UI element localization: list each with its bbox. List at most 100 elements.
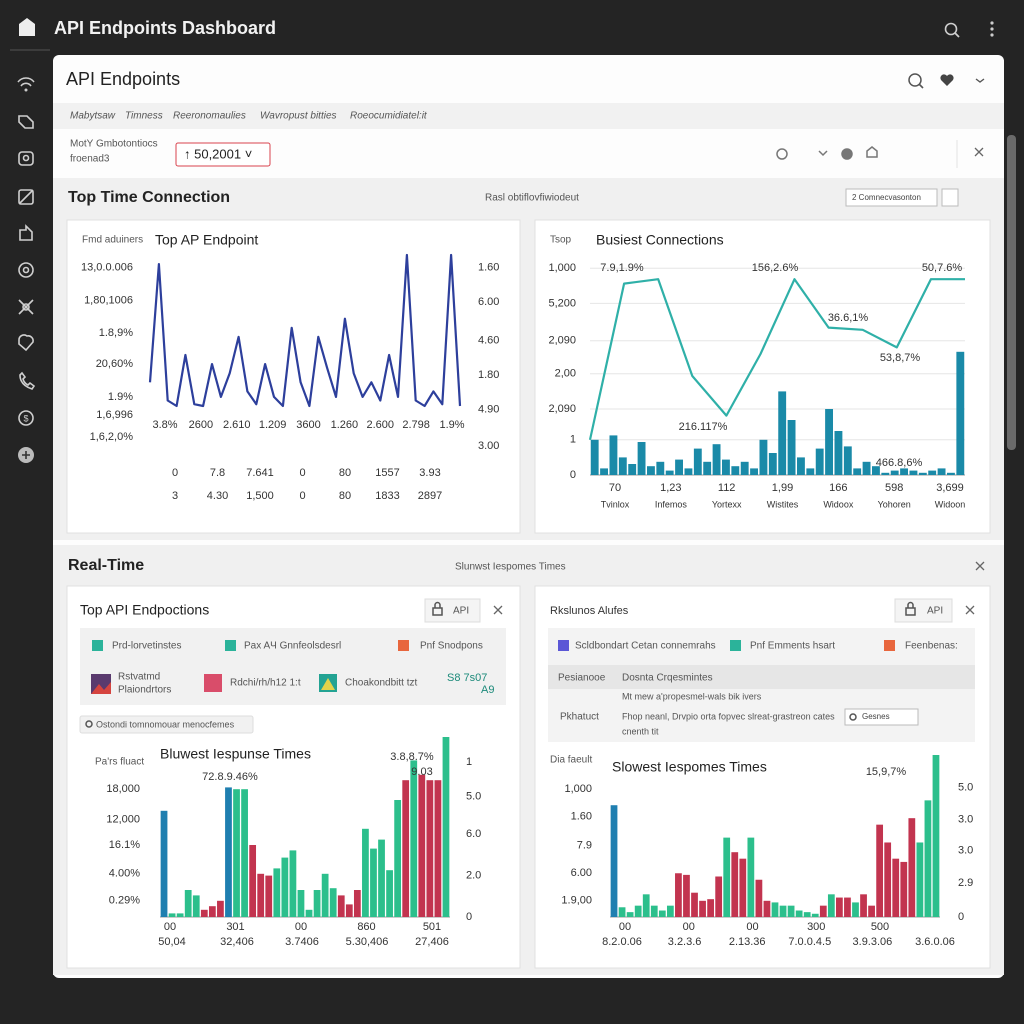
item-label: Rstvatmd — [118, 672, 160, 683]
x-tick-label: Infemos — [655, 499, 688, 509]
bar — [184, 890, 192, 917]
close-button[interactable] — [974, 147, 984, 157]
bar — [402, 780, 410, 917]
menu-button[interactable] — [990, 21, 994, 37]
card-button[interactable] — [424, 598, 481, 623]
legend-label: Pax AЧ Gnnfeolsdesrl — [244, 641, 341, 652]
card-button[interactable] — [894, 598, 953, 623]
filter-select[interactable] — [175, 142, 271, 167]
bar — [176, 913, 184, 917]
svg-text:$: $ — [23, 413, 28, 423]
nav-icon[interactable] — [18, 334, 34, 352]
x-tick-label: 0 — [299, 467, 305, 479]
x-tick-label: Tvinlox — [601, 499, 630, 509]
close-button[interactable] — [493, 605, 503, 615]
axis-caption: Tsop — [550, 235, 572, 246]
x-tick-label: 3.93 — [419, 467, 440, 479]
bar — [795, 910, 803, 917]
x-tick-label: 1.209 — [259, 419, 287, 431]
bar — [768, 453, 777, 475]
x-tick-label: Yortexx — [712, 499, 742, 509]
annotation: 3.8,8.7% — [390, 751, 434, 763]
section-subtitle: Rasl obtiflovfiwiodeut — [485, 193, 579, 204]
favorite-button[interactable] — [940, 74, 954, 86]
legend-label: Pnf Emments hsart — [750, 641, 835, 652]
annotation: 72.8.9.46% — [202, 771, 258, 783]
collapse-button[interactable] — [975, 78, 985, 83]
axis-caption: Fmd aduiners — [82, 235, 143, 246]
nav-icon[interactable] — [18, 299, 34, 315]
scrollbar[interactable] — [1007, 135, 1016, 450]
tab[interactable]: Mabytsaw — [70, 111, 116, 122]
bar — [386, 870, 393, 917]
bar — [956, 351, 965, 475]
tab[interactable]: Wavropust bitties — [260, 111, 337, 122]
bar — [590, 439, 599, 475]
nav-icon[interactable]: $ — [18, 410, 34, 426]
card-title: Top API Endpoctions — [80, 602, 209, 618]
nav-icon[interactable] — [18, 151, 34, 166]
nav-icon[interactable] — [18, 447, 34, 463]
nav-icon[interactable] — [18, 189, 34, 205]
filter-value: ↑ 50,2001 ˅ — [184, 146, 252, 161]
y-tick-label: 3.00 — [478, 440, 499, 452]
x-tick-label: 2600 — [189, 419, 213, 431]
card-button-label: API — [927, 606, 943, 617]
nav-icon[interactable] — [17, 77, 35, 92]
bar — [610, 805, 618, 917]
x-tick-label: 00 — [295, 921, 307, 933]
nav-icon[interactable] — [18, 262, 34, 278]
x-tick-label: 00 — [683, 921, 695, 933]
tab[interactable]: Roeocumidiatel:it — [350, 111, 428, 122]
bar — [937, 468, 946, 475]
bar — [844, 897, 851, 917]
bar — [928, 470, 937, 475]
filter-label: MotY Gmbotontiocs — [70, 139, 158, 150]
nav-icon[interactable] — [18, 115, 34, 129]
tab[interactable]: Timness — [125, 111, 163, 122]
bar — [836, 897, 843, 917]
bar — [947, 472, 955, 475]
bar — [225, 787, 232, 917]
bar — [249, 845, 257, 917]
thumbnail-art — [91, 682, 111, 694]
annotation: 9.03 — [411, 766, 432, 778]
tab[interactable]: Reeronomaulies — [173, 111, 246, 122]
bar — [747, 837, 755, 917]
bar — [703, 461, 712, 475]
filter-icons[interactable] — [776, 146, 878, 160]
bar — [675, 459, 683, 475]
search-button[interactable] — [944, 22, 960, 38]
bar — [862, 461, 871, 475]
row-button[interactable] — [844, 708, 919, 726]
bar — [918, 472, 927, 475]
y-tick-label: 1.8,9% — [99, 327, 133, 339]
close-button[interactable] — [965, 605, 975, 615]
nav-icon[interactable] — [19, 371, 36, 390]
y-tick-label: 1 — [570, 434, 576, 446]
close-button[interactable] — [975, 561, 985, 571]
bar — [715, 876, 723, 917]
range-select[interactable] — [845, 188, 938, 207]
x-tick-label: 1,500 — [246, 490, 274, 502]
nav-icon[interactable] — [19, 224, 33, 241]
bar — [834, 431, 843, 475]
bar — [815, 448, 824, 475]
bar — [637, 442, 646, 475]
bar — [779, 905, 787, 917]
filter-label: froenad3 — [70, 154, 110, 165]
bar — [778, 391, 787, 475]
bar — [924, 800, 932, 917]
panel-search[interactable] — [908, 73, 924, 89]
x-tick-label: 8.2.0.06 — [602, 936, 642, 948]
legend-label: Feenbenas: — [905, 641, 958, 652]
y-tick-label: 1 — [466, 756, 472, 768]
range-toggle[interactable] — [941, 188, 959, 207]
y-tick-label: 12,000 — [106, 814, 140, 826]
x-tick-label: 301 — [226, 921, 244, 933]
annotation: 7.9,1.9% — [600, 262, 644, 274]
x-tick-label: 4.30 — [207, 490, 228, 502]
x-tick-label: 3.8% — [152, 419, 177, 431]
y-tick-label: 5.0 — [466, 790, 481, 802]
